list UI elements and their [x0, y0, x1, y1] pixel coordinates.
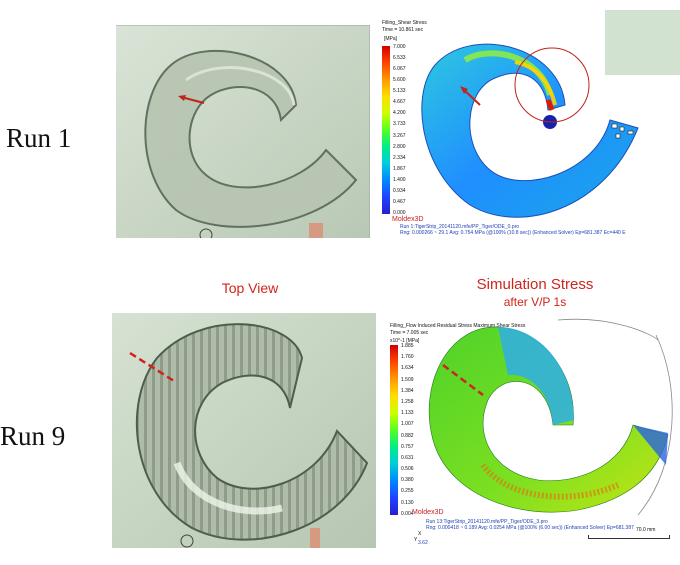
tick: 6.533 — [393, 55, 406, 62]
sim2-time: Time = 7.005 sec — [390, 330, 429, 336]
tick: 6.067 — [393, 66, 406, 73]
tick: 1.258 — [401, 398, 414, 405]
tick: 1.760 — [401, 354, 414, 361]
tick: 0.130 — [401, 499, 414, 506]
tick: 0.380 — [401, 477, 414, 484]
run1-photo — [116, 25, 370, 238]
tick: 0.004 — [401, 510, 414, 517]
sim1-color-legend — [382, 46, 390, 214]
sim1-unit: [MPa] — [384, 36, 398, 42]
axis-y-label: Y — [414, 537, 418, 543]
scale-bar-label: 70.0 mm — [636, 527, 656, 533]
sim2-title: Filling_Flow Induced Residual Stress Max… — [390, 323, 526, 329]
sim1-brand: Moldex3D — [392, 216, 424, 223]
sim1-time: Time = 10.861 sec — [382, 27, 424, 33]
tick: 1.885 — [401, 343, 414, 349]
tick: 0.467 — [393, 198, 406, 205]
tick: 1.133 — [401, 410, 414, 417]
top-view-title: Top View — [221, 280, 279, 296]
tick: 1.634 — [401, 365, 414, 372]
tick: 0.255 — [401, 488, 414, 495]
sim2-footer-1: Run 13:TigerStrip_20141120.mfe/PP_Tiger/… — [426, 519, 548, 525]
tick: 0.631 — [401, 454, 414, 461]
sim-stress-subtitle: after V/P 1s — [503, 295, 567, 309]
tick: 2.800 — [393, 143, 406, 150]
run9-label: Run 9 — [0, 421, 66, 451]
sim1-legend-ticks: 7.000 6.533 6.067 5.600 5.133 4.667 4.20… — [393, 44, 406, 216]
tick: 0.882 — [401, 432, 414, 439]
run1-label: Run 1 — [6, 123, 72, 153]
tick: 1.384 — [401, 387, 414, 394]
tick: 0.934 — [393, 187, 406, 194]
tick: 2.334 — [393, 154, 406, 161]
tick: 1.867 — [393, 165, 406, 172]
tick: 4.200 — [393, 110, 406, 117]
tick: 0.757 — [401, 443, 414, 450]
tick: 7.000 — [393, 44, 406, 50]
scale-value: 3.62 — [418, 540, 428, 546]
tick: 1.400 — [393, 176, 406, 183]
axis-x-label: X — [418, 531, 422, 537]
tick: 1.007 — [401, 421, 414, 428]
tick: 3.733 — [393, 121, 406, 128]
run9-photo — [112, 313, 376, 548]
tick: 5.133 — [393, 88, 406, 95]
sim2-unit: x10^-1 [MPa] — [390, 338, 420, 344]
tick: 0.506 — [401, 466, 414, 473]
tick: 1.509 — [401, 376, 414, 383]
tick: 4.667 — [393, 99, 406, 106]
sim-stress-title: Simulation Stress — [476, 276, 594, 293]
sim2-legend-ticks: 1.885 1.760 1.634 1.509 1.384 1.258 1.13… — [401, 343, 414, 517]
sim1-contour — [421, 10, 680, 218]
sim2-contour — [428, 318, 673, 516]
scale-bar — [588, 535, 670, 539]
sim2-color-legend — [390, 345, 398, 515]
tick: 5.600 — [393, 77, 406, 84]
sim2-brand: Moldex3D — [412, 509, 444, 516]
sim1-footer-2: Rng: 0.000266 ~ 29.1 Avg: 0.754 MPa (@10… — [400, 230, 626, 236]
tick: 3.267 — [393, 132, 406, 139]
tick: 0.000 — [393, 209, 406, 216]
run9-simulation: Filling_Flow Induced Residual Stress Max… — [388, 315, 680, 548]
sim1-footer-1: Run 1:TigerStrip_20141120.mfe/PP_Tiger/O… — [400, 224, 520, 230]
sim1-title: Filling_Shear Stress — [382, 20, 427, 26]
run1-simulation: Filling_Shear Stress Time = 10.861 sec [… — [380, 10, 680, 238]
sim2-footer-2: Rng: 0.000418 ~ 0.189 Avg: 0.0254 MPa (@… — [426, 525, 634, 531]
